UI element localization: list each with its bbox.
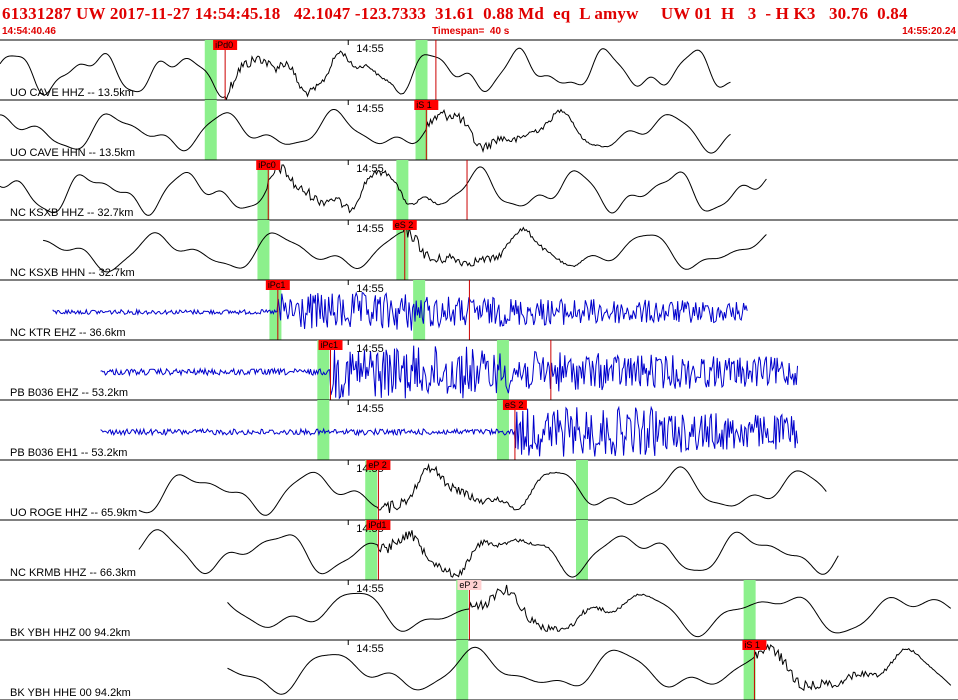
- phase-pick-label: iPc0: [258, 160, 276, 170]
- trace-label: UO CAVE HHZ -- 13.5km: [10, 87, 134, 99]
- phase-window-band: [365, 460, 378, 520]
- minute-tick-label: 14:55: [356, 403, 384, 415]
- phase-pick-label: eP 2: [368, 460, 386, 470]
- trace-row: 14:55 iPc1 NC KTR EHZ -- 36.6km: [0, 280, 958, 341]
- event-summary-title: 61331287 UW 2017-11-27 14:54:45.18 42.10…: [2, 4, 908, 23]
- minute-tick-label: 14:55: [356, 643, 384, 655]
- phase-pick-flag: [265, 280, 290, 290]
- minute-tick-label: 14:55: [356, 223, 384, 235]
- phase-window-band: [257, 220, 270, 280]
- trace-row: 14:55iPd1NC KRMB HHZ -- 66.3km: [0, 520, 958, 581]
- trace-label: NC KSXB HHZ -- 32.7km: [10, 207, 133, 219]
- minute-tick-label: 14:55: [356, 583, 384, 595]
- trace-label: PB B036 EHZ -- 53.2km: [10, 387, 128, 399]
- phase-window-band: [415, 40, 428, 100]
- waveform-trace: [138, 529, 839, 578]
- phase-window-band: [743, 640, 756, 700]
- phase-pick-label: iPc1: [268, 280, 286, 290]
- phase-pick-flag: [414, 100, 439, 110]
- phase-pick-flag: [366, 520, 391, 530]
- phase-window-band: [204, 100, 217, 160]
- phase-pick-flag: [457, 580, 482, 590]
- phase-pick-flag: [318, 340, 343, 350]
- waveform-trace: [227, 584, 952, 638]
- trace-label: NC KSXB HHN -- 32.7km: [10, 267, 135, 279]
- phase-pick-label: iS 1: [744, 640, 760, 650]
- minute-tick-label: 14:55: [356, 283, 384, 295]
- phase-window-band: [415, 100, 428, 160]
- phase-pick-flag: [366, 460, 391, 470]
- phase-pick-label: eP 2: [459, 580, 477, 590]
- trace-row: 14:55 iPd0 UO CAVE HHZ -- 13.5km: [0, 40, 958, 101]
- trace-row: 14:55 eS 2 PB B036 EH1 -- 53.2km: [0, 400, 958, 461]
- phase-window-band: [317, 340, 330, 400]
- phase-pick-label: iPc1: [321, 340, 339, 350]
- phase-window-band: [575, 520, 588, 580]
- phase-window-band: [743, 580, 756, 640]
- phase-window-band: [396, 160, 409, 220]
- phase-window-band: [365, 520, 378, 580]
- trace-label: NC KRMB HHZ -- 66.3km: [10, 567, 136, 579]
- phase-pick-label: iS 1: [416, 100, 432, 110]
- phase-window-band: [269, 280, 282, 340]
- phase-pick-flag: [742, 640, 767, 650]
- phase-pick-flag: [392, 220, 417, 230]
- trace-row: 14:55 iPc0 NC KSXB HHZ -- 32.7km: [0, 160, 958, 221]
- trace-label: PB B036 EH1 -- 53.2km: [10, 447, 127, 459]
- waveform-trace: [138, 463, 827, 516]
- trace-label: BK YBH HHZ 00 94.2km: [10, 627, 130, 639]
- phase-window-band: [496, 400, 509, 460]
- trace-row: 14:55 eP 2 BK YBH HHZ 00 94.2km: [0, 580, 958, 641]
- trace-label: UO ROGE HHZ -- 65.9km: [10, 507, 137, 519]
- trace-label: UO CAVE HHN -- 13.5km: [10, 147, 135, 159]
- phase-pick-flag: [256, 160, 281, 170]
- minute-tick-label: 14:55: [356, 103, 384, 115]
- phase-window-band: [456, 640, 469, 700]
- trace-label: NC KTR EHZ -- 36.6km: [10, 327, 126, 339]
- trace-label: BK YBH HHE 00 94.2km: [10, 687, 131, 699]
- header: 61331287 UW 2017-11-27 14:54:45.18 42.10…: [0, 0, 958, 40]
- trace-row: 14:55 eS 2 NC KSXB HHN -- 32.7km: [0, 220, 958, 281]
- trace-row: 14:55 iS 1 BK YBH HHE 00 94.2km: [0, 640, 958, 700]
- window-end-time: 14:55:20.24: [902, 26, 956, 37]
- waveform-trace: [0, 163, 767, 216]
- trace-row: 14:55 iS 1 UO CAVE HHN -- 13.5km: [0, 100, 958, 161]
- window-start-time: 14:54:40.46: [2, 26, 56, 37]
- waveform-trace: [100, 345, 798, 400]
- waveform-trace: [0, 47, 731, 101]
- phase-pick-flag: [502, 400, 527, 410]
- phase-window-band: [575, 460, 588, 520]
- trace-row: 14:55 iPc1 PB B036 EHZ -- 53.2km: [0, 340, 958, 401]
- phase-pick-label: iPd1: [368, 520, 386, 530]
- waveform-trace: [227, 643, 952, 695]
- waveform-trace: [52, 291, 748, 331]
- waveform-trace: [100, 405, 798, 457]
- phase-window-band: [396, 220, 409, 280]
- minute-tick-label: 14:55: [356, 343, 384, 355]
- minute-tick-label: 14:55: [356, 163, 384, 175]
- timespan-label: Timespan= 40 s: [432, 26, 510, 37]
- phase-pick-label: iPd0: [215, 40, 233, 50]
- minute-tick-label: 14:55: [356, 43, 384, 55]
- phase-window-band: [257, 160, 270, 220]
- phase-pick-label: eS 2: [505, 400, 524, 410]
- phase-pick-flag: [213, 40, 238, 50]
- waveform-trace: [0, 108, 731, 154]
- phase-pick-label: eS 2: [395, 220, 414, 230]
